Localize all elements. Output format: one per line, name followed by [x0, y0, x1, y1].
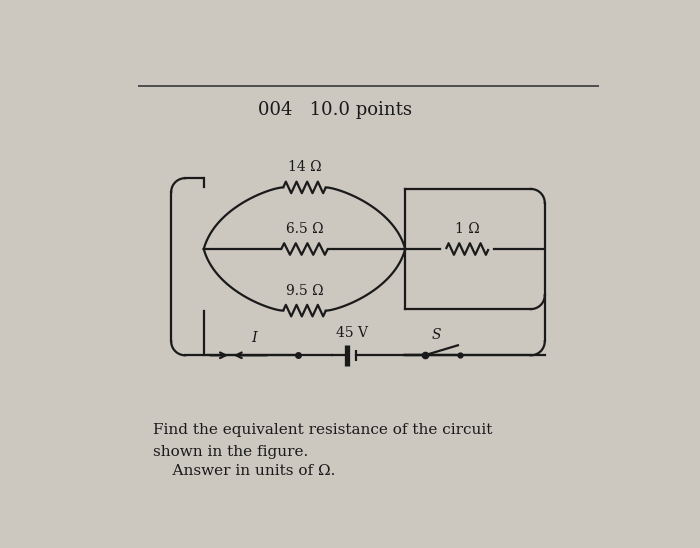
Text: 14 Ω: 14 Ω — [288, 161, 321, 174]
Text: I: I — [251, 332, 257, 345]
Text: 004   10.0 points: 004 10.0 points — [258, 101, 412, 119]
Text: 6.5 Ω: 6.5 Ω — [286, 222, 323, 236]
Text: Find the equivalent resistance of the circuit: Find the equivalent resistance of the ci… — [153, 423, 493, 437]
Text: S: S — [431, 328, 441, 342]
Text: 1 Ω: 1 Ω — [455, 222, 480, 236]
Text: 45 V: 45 V — [336, 326, 368, 340]
Text: shown in the figure.: shown in the figure. — [153, 444, 309, 459]
Text: 9.5 Ω: 9.5 Ω — [286, 283, 323, 298]
Text: Answer in units of Ω.: Answer in units of Ω. — [153, 464, 336, 478]
